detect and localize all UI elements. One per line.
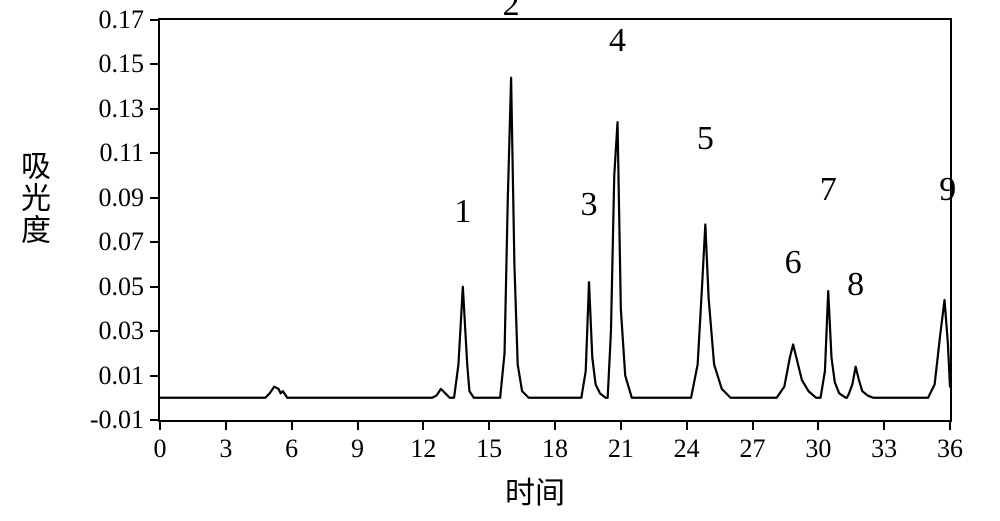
x-tick-label: 33 xyxy=(871,434,897,464)
x-tick-label: 6 xyxy=(285,434,298,464)
y-tick-label: 0.13 xyxy=(99,94,145,124)
chromatogram-figure: 吸光度 时间 0369121518212427303336 -0.010.010… xyxy=(0,0,1000,521)
x-tick-label: 30 xyxy=(805,434,831,464)
y-tick-label: 0.17 xyxy=(99,5,145,35)
y-tick-label: 0.09 xyxy=(99,183,145,213)
x-tick-label: 9 xyxy=(351,434,364,464)
x-axis-label: 时间 xyxy=(505,468,565,512)
peak-label: 4 xyxy=(609,22,626,60)
y-axis-label: 吸光度 xyxy=(10,150,54,246)
x-tick-label: 15 xyxy=(476,434,502,464)
peak-label: 6 xyxy=(785,244,802,282)
y-tick-label: 0.01 xyxy=(99,361,145,391)
axis-bottom xyxy=(158,420,952,422)
y-tick-label: 0.03 xyxy=(99,316,145,346)
x-tick-label: 12 xyxy=(410,434,436,464)
y-tick-label: 0.15 xyxy=(99,49,145,79)
peak-label: 5 xyxy=(697,120,714,158)
peak-label: 1 xyxy=(454,193,471,231)
axis-right xyxy=(950,18,952,422)
y-tick-label: 0.05 xyxy=(99,272,145,302)
peak-label: 2 xyxy=(503,0,520,24)
peak-label: 7 xyxy=(820,171,837,209)
x-tick-label: 21 xyxy=(608,434,634,464)
y-tick-label: 0.11 xyxy=(99,138,144,168)
peak-label: 9 xyxy=(939,171,956,209)
y-tick-label: 0.07 xyxy=(99,227,145,257)
x-tick-label: 36 xyxy=(937,434,963,464)
y-tick-label: -0.01 xyxy=(90,405,144,435)
x-tick-label: 18 xyxy=(542,434,568,464)
peak-label: 8 xyxy=(847,266,864,304)
x-tick-label: 27 xyxy=(740,434,766,464)
chromatogram-line xyxy=(160,20,950,420)
axis-top xyxy=(158,18,952,20)
x-tick-label: 24 xyxy=(674,434,700,464)
x-tick-label: 3 xyxy=(219,434,232,464)
peak-label: 3 xyxy=(581,186,598,224)
plot-area xyxy=(160,20,950,420)
axis-left xyxy=(158,18,160,422)
series-path xyxy=(160,78,950,398)
x-tick-label: 0 xyxy=(154,434,167,464)
